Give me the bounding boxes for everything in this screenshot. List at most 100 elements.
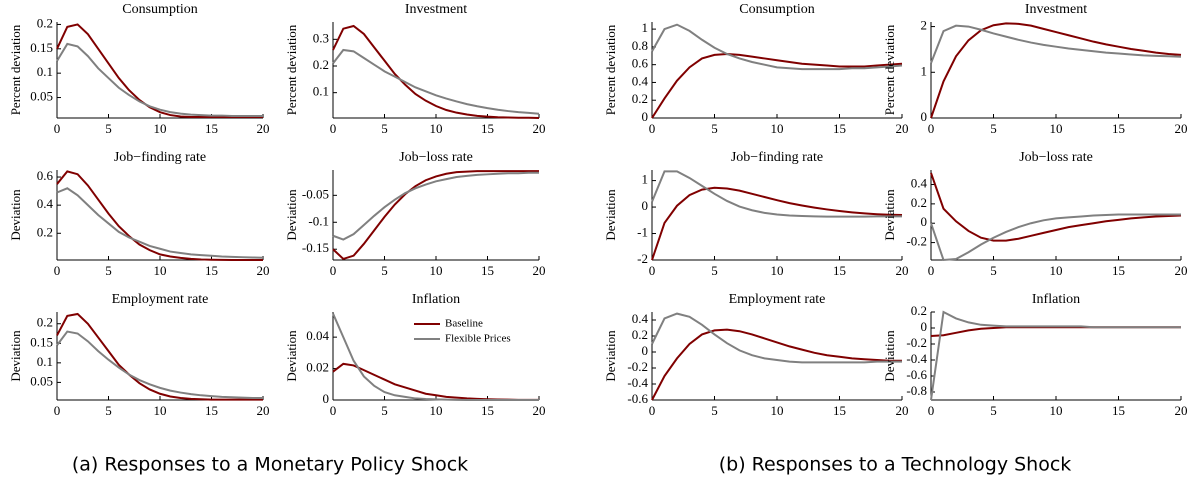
y-tick-label: -0.2 [906,234,927,249]
x-tick-label: 10 [154,403,167,418]
x-tick-label: 10 [771,263,784,278]
y-axis-label: Deviation [8,189,23,241]
y-axis-label: Deviation [882,330,897,382]
y-tick-label: 0.4 [632,73,649,88]
chart-title: Job−finding rate [114,150,206,165]
x-tick-label: 10 [154,263,167,278]
x-tick-label: 15 [481,263,494,278]
x-tick-label: 15 [481,121,494,136]
x-tick-label: 0 [54,121,61,136]
x-tick-label: 15 [833,263,846,278]
y-tick-label: -2 [637,251,648,266]
x-tick-label: 15 [205,403,218,418]
x-tick-label: 5 [381,121,388,136]
y-axis-label: Deviation [8,330,23,382]
x-tick-label: 5 [381,403,388,418]
chart-title: Investment [405,2,467,17]
series-line [332,48,540,115]
y-tick-label: 0 [921,214,928,229]
y-tick-label: 0.2 [37,224,53,239]
x-tick-label: 0 [54,403,61,418]
y-tick-label: 0 [921,109,928,124]
x-tick-label: 15 [205,121,218,136]
x-tick-label: 0 [649,403,656,418]
x-tick-label: 0 [928,263,935,278]
series-line [930,326,1181,337]
series-line [651,170,902,218]
x-tick-label: 20 [1175,121,1188,136]
y-axis-label: Deviation [603,189,618,241]
x-tick-label: 20 [896,403,909,418]
x-tick-label: 20 [896,263,909,278]
x-tick-label: 5 [990,403,997,418]
series-line [56,170,263,261]
y-tick-label: 0.4 [37,196,54,211]
x-tick-label: 20 [257,121,270,136]
series-line [332,171,539,241]
x-tick-label: 5 [711,121,718,136]
series-line [651,328,902,401]
x-tick-label: 5 [990,121,997,136]
y-tick-label: 0.2 [911,303,927,318]
y-tick-label: 0.04 [306,328,329,343]
y-tick-label: 0.15 [30,334,53,349]
y-tick-label: 0.15 [30,40,53,55]
legend-label: Flexible Prices [445,333,511,345]
legend-label: Baseline [445,318,483,330]
y-axis-label: Deviation [284,189,299,241]
series-line [332,170,539,261]
x-tick-label: 20 [1175,263,1188,278]
series-line [930,22,1182,119]
chart-title: Employment rate [729,292,826,307]
chart-title: Consumption [739,2,814,17]
y-axis-label: Percent deviation [603,24,618,115]
y-tick-label: 0.05 [30,373,53,388]
series-line [332,313,539,401]
x-tick-label: 15 [833,121,846,136]
x-tick-label: 10 [430,121,443,136]
x-tick-label: 10 [1050,263,1063,278]
y-tick-label: 2 [921,18,928,33]
x-tick-label: 20 [257,263,270,278]
y-tick-label: 0.02 [306,360,329,375]
series-line [651,23,903,71]
series-line [930,213,1181,262]
x-tick-label: 20 [896,121,909,136]
y-tick-label: 0.1 [37,64,53,79]
x-tick-label: 0 [330,121,337,136]
y-axis-label: Percent deviation [882,24,897,115]
series-line [56,312,263,401]
chart-title: Investment [1025,2,1087,17]
y-tick-label: 1 [921,63,928,78]
series-line [56,330,263,400]
y-tick-label: -0.4 [627,375,648,390]
y-tick-label: -0.4 [906,351,927,366]
x-tick-label: 0 [928,403,935,418]
series-line [930,24,1182,64]
y-tick-label: -0.6 [906,367,927,382]
chart-title: Employment rate [112,292,209,307]
x-tick-label: 20 [1175,403,1188,418]
x-tick-label: 5 [105,121,112,136]
x-tick-label: 10 [430,263,443,278]
chart-title: Consumption [122,2,197,17]
y-tick-label: -1 [637,225,648,240]
x-tick-label: 20 [257,403,270,418]
x-tick-label: 0 [330,263,337,278]
x-tick-label: 10 [1050,121,1063,136]
x-tick-label: 0 [330,403,337,418]
x-tick-label: 10 [771,121,784,136]
y-tick-label: 0.2 [37,315,53,330]
y-tick-label: -0.2 [627,359,648,374]
chart-title: Inflation [412,292,460,307]
y-tick-label: 0.2 [37,15,53,30]
y-tick-label: 0.6 [37,168,54,183]
series-line [56,42,263,118]
x-tick-label: 10 [771,403,784,418]
x-tick-label: 10 [430,403,443,418]
x-tick-label: 20 [533,403,546,418]
x-tick-label: 5 [990,263,997,278]
y-tick-label: 0.2 [632,327,648,342]
x-tick-label: 15 [1112,403,1125,418]
